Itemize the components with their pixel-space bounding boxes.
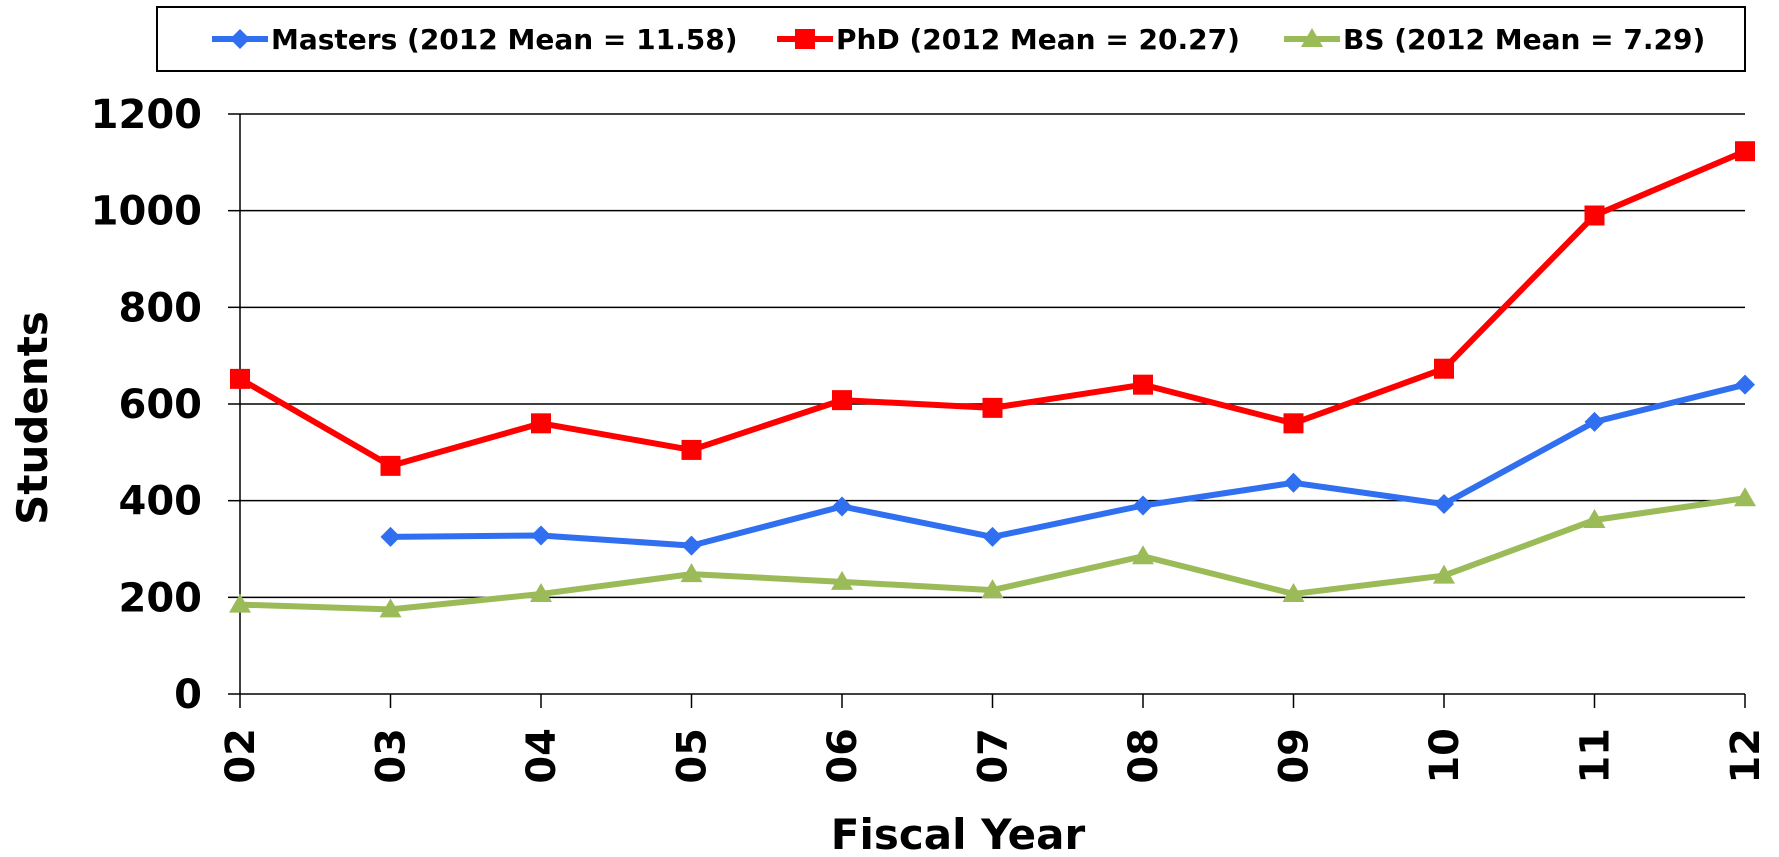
- data-point-triangle: [1301, 28, 1323, 47]
- legend-label: PhD (2012 Mean = 20.27): [836, 23, 1240, 56]
- data-point-square: [1133, 374, 1153, 395]
- data-point-triangle: [1734, 487, 1756, 507]
- x-tick-label: 07: [971, 728, 1017, 784]
- data-point-diamond: [1434, 494, 1454, 515]
- x-tick-label: 12: [1723, 728, 1769, 784]
- data-point-triangle: [379, 598, 402, 618]
- y-tick-label: 1200: [91, 92, 202, 138]
- legend-item: PhD (2012 Mean = 20.27): [777, 23, 1240, 56]
- data-point-diamond: [531, 525, 551, 546]
- x-tick-label: 10: [1422, 728, 1468, 784]
- series-line: [390, 381, 1746, 549]
- data-point-diamond: [380, 526, 401, 547]
- x-tick-label: 06: [820, 728, 866, 784]
- data-point-diamond: [832, 496, 852, 517]
- y-tick-label: 600: [119, 382, 203, 428]
- data-point-diamond: [1283, 472, 1304, 493]
- data-point-square: [795, 29, 815, 49]
- data-point-diamond: [230, 29, 250, 49]
- data-point-square: [832, 390, 852, 411]
- data-point-diamond: [1735, 374, 1755, 395]
- x-tick-label: 11: [1573, 728, 1619, 784]
- x-tick-label: 08: [1121, 728, 1167, 784]
- series-0: [380, 374, 1755, 556]
- y-axis-title: Students: [8, 311, 57, 525]
- legend-item: Masters (2012 Mean = 11.58): [212, 23, 738, 56]
- x-tick-label: 05: [670, 728, 716, 784]
- data-point-triangle: [680, 563, 703, 583]
- data-point-diamond: [1133, 495, 1153, 516]
- y-tick-label: 1000: [91, 189, 202, 235]
- legend-item: BS (2012 Mean = 7.29): [1284, 23, 1705, 56]
- x-tick-labels: 02 03 04 05 06 07 08 09 10 11 12: [218, 728, 1769, 784]
- data-point-diamond: [1584, 411, 1605, 432]
- y-tick-label: 400: [119, 479, 203, 525]
- legend-label: Masters (2012 Mean = 11.58): [271, 23, 738, 56]
- y-tick-label: 800: [119, 285, 203, 331]
- data-point-triangle: [229, 593, 251, 613]
- series-2: [229, 487, 1756, 618]
- data-point-square: [531, 413, 551, 434]
- legend-label: BS (2012 Mean = 7.29): [1343, 23, 1705, 56]
- x-tick-label: 09: [1272, 728, 1318, 784]
- x-tick-label: 02: [218, 728, 264, 784]
- data-point-square: [230, 368, 250, 389]
- data-point-triangle: [981, 579, 1004, 599]
- y-tick-label: 0: [174, 672, 202, 718]
- legend-box: [156, 6, 1746, 72]
- x-axis-title: Fiscal Year: [831, 810, 1086, 857]
- x-tick-label: 04: [519, 728, 565, 784]
- x-tick-label: 03: [369, 728, 415, 784]
- data-point-triangle: [1433, 564, 1455, 584]
- data-point-diamond: [681, 535, 702, 556]
- legend: Masters (2012 Mean = 11.58) PhD (2012 Mea…: [156, 6, 1746, 72]
- data-point-square: [1283, 413, 1304, 434]
- data-point-triangle: [1282, 582, 1305, 602]
- data-point-square: [982, 397, 1003, 418]
- data-point-square: [681, 439, 702, 460]
- data-point-triangle: [831, 570, 853, 590]
- series-line: [238, 148, 1747, 469]
- data-point-triangle: [530, 582, 552, 602]
- data-point-triangle: [1583, 509, 1606, 528]
- series-group: [229, 141, 1756, 618]
- data-point-square: [1735, 141, 1755, 162]
- data-point-square: [1584, 205, 1605, 226]
- data-point-square: [380, 455, 401, 476]
- data-point-square: [1434, 358, 1454, 379]
- y-tick-labels: 0 200 400 600 800 1000 1200: [91, 92, 202, 718]
- series-1: [230, 141, 1755, 476]
- data-point-triangle: [1132, 545, 1154, 565]
- y-tick-label: 200: [119, 575, 203, 621]
- data-point-diamond: [982, 526, 1003, 547]
